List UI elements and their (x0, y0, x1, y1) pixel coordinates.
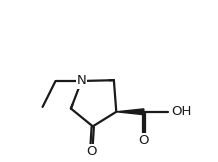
Text: O: O (86, 145, 96, 158)
Polygon shape (116, 109, 144, 115)
Text: OH: OH (172, 105, 192, 118)
Text: N: N (77, 75, 86, 87)
Text: O: O (139, 134, 149, 147)
